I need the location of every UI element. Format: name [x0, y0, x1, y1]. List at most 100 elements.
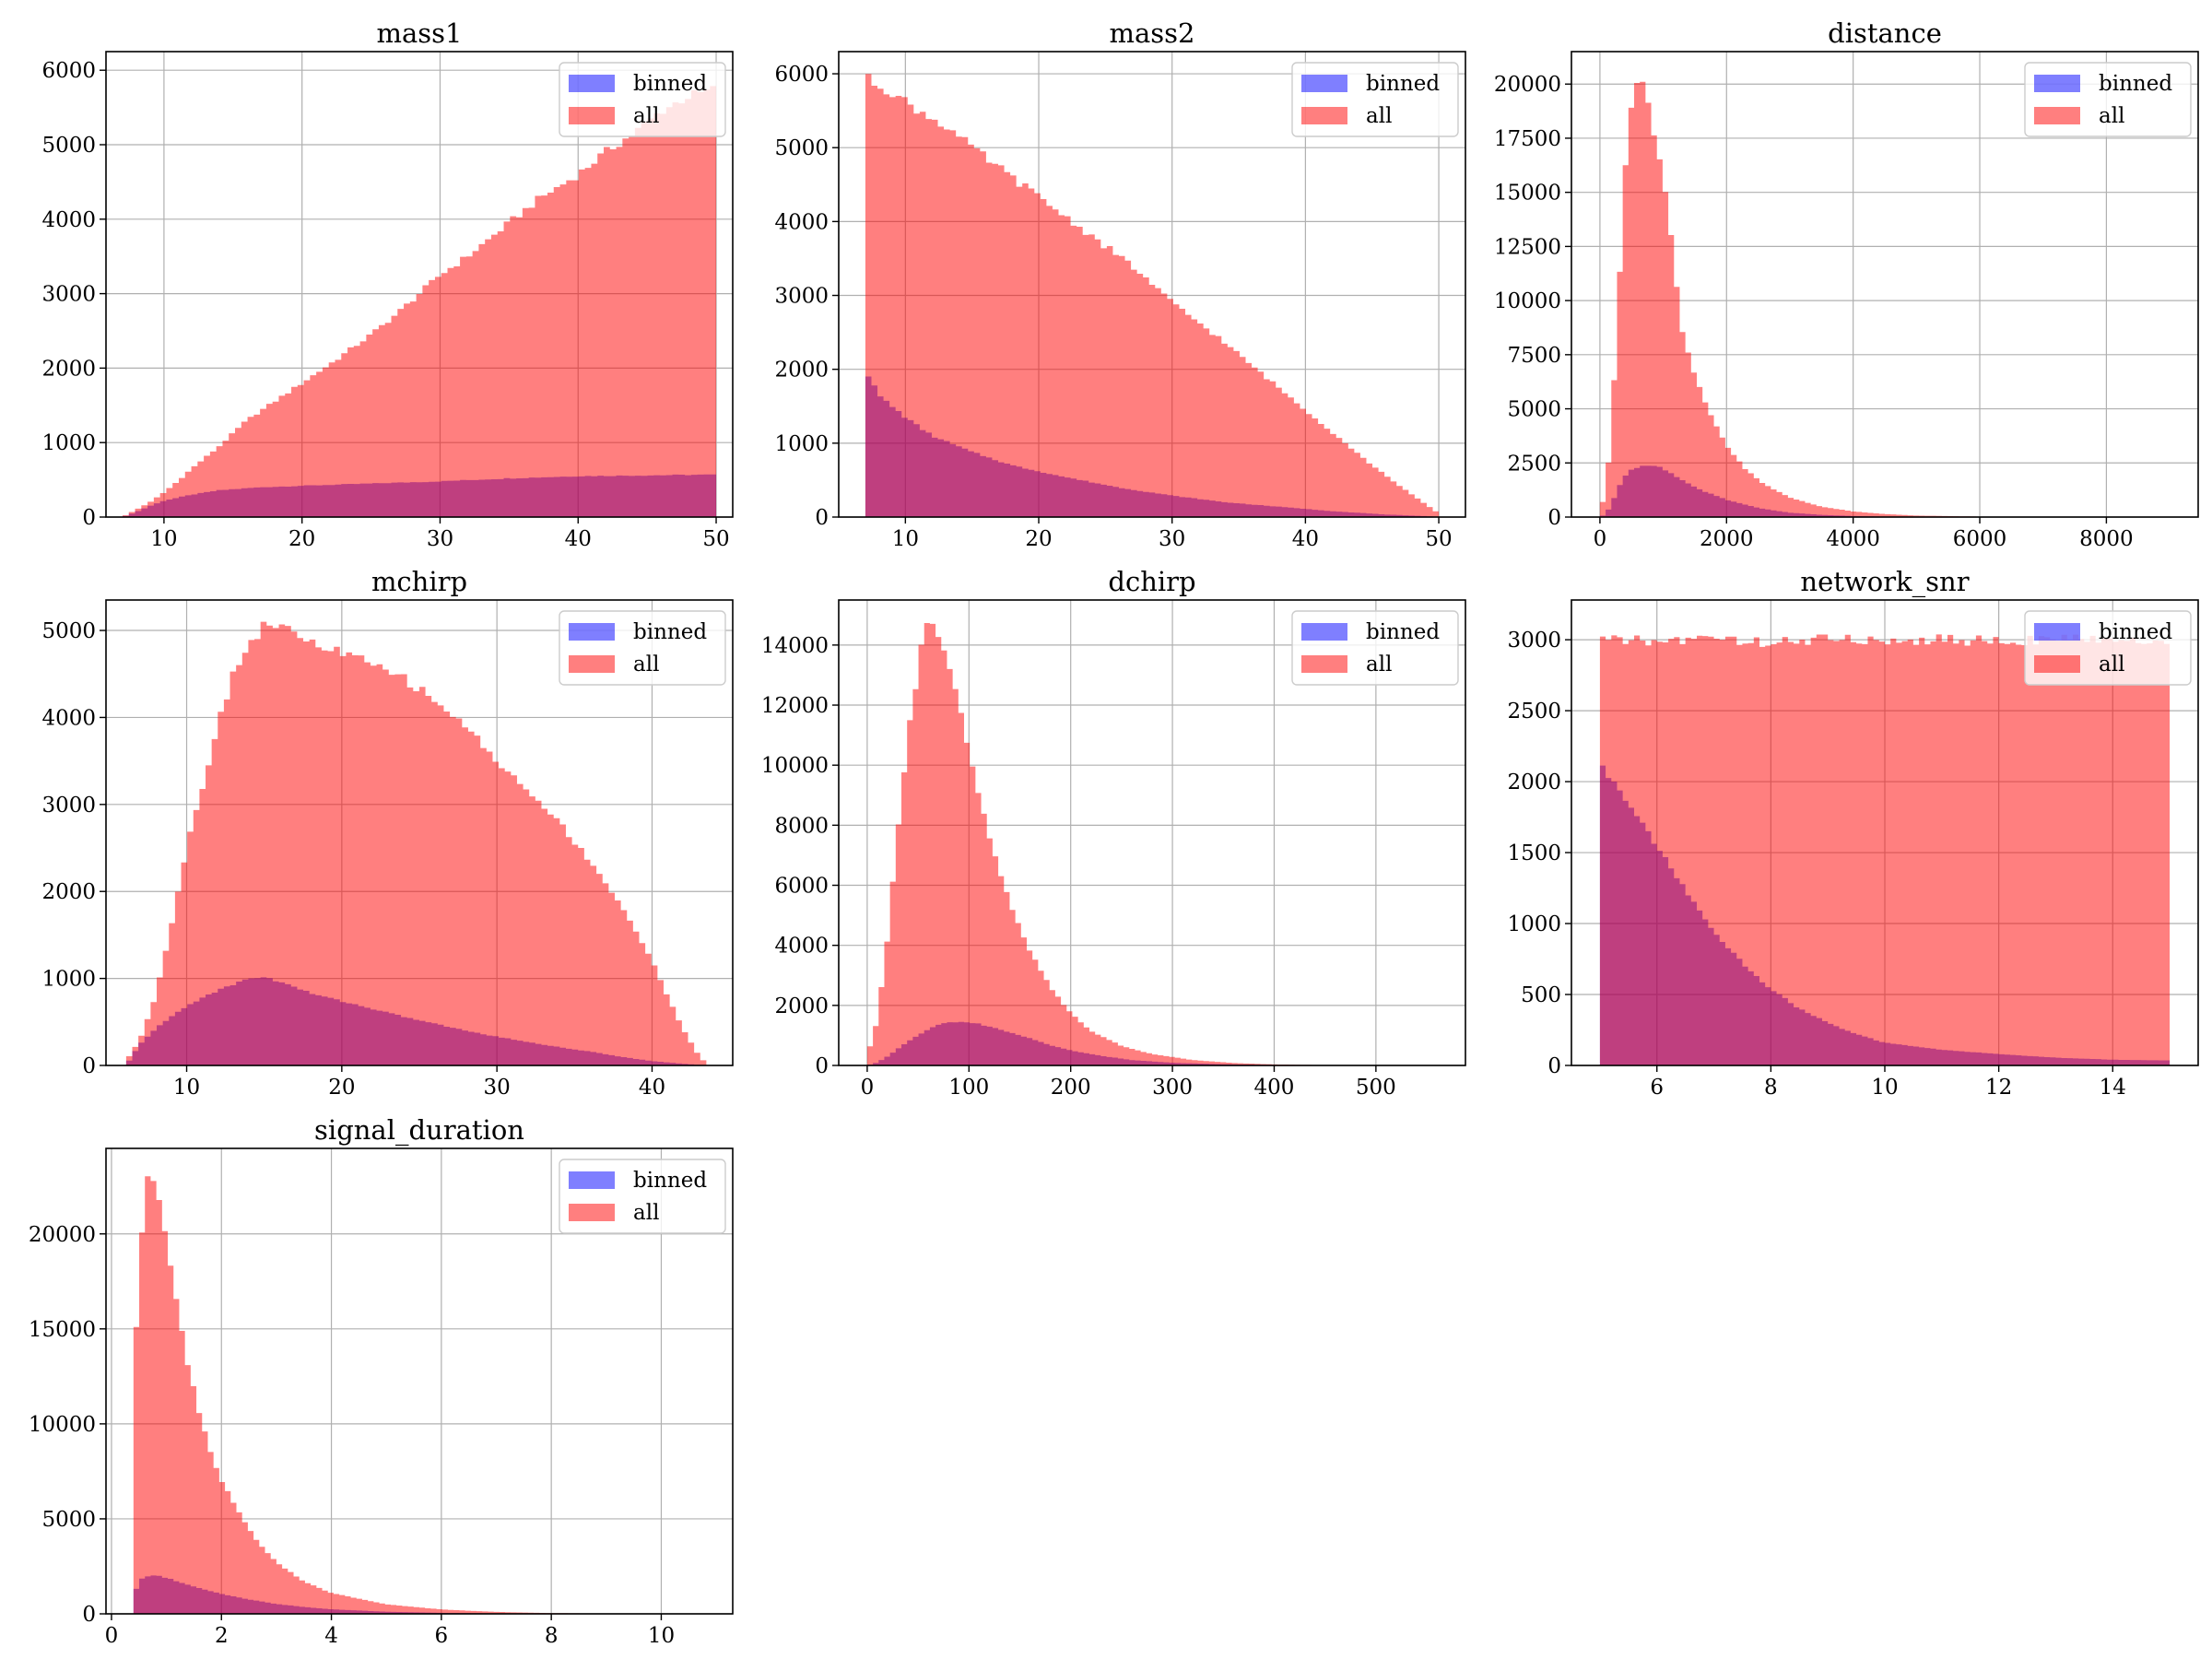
y-tick-label: 5000 — [41, 619, 96, 643]
x-tick-label: 10 — [892, 527, 919, 551]
chart-title: distance — [1828, 18, 1942, 49]
legend: binned all — [2024, 62, 2192, 137]
chart-title: mchirp — [371, 566, 467, 597]
y-tick-label: 4000 — [41, 706, 96, 730]
x-tick-label: 10 — [1871, 1076, 1898, 1100]
axes-frame — [105, 1147, 734, 1615]
y-tick-label: 0 — [815, 506, 829, 530]
y-tick-label: 14000 — [761, 634, 829, 658]
x-tick-label: 14 — [2100, 1076, 2126, 1100]
y-tick-label: 20000 — [1494, 73, 1561, 97]
y-tick-label: 0 — [815, 1054, 829, 1078]
legend-label-all: all — [633, 653, 659, 677]
x-tick-label: 40 — [565, 527, 592, 551]
y-tick-label: 4000 — [774, 210, 829, 234]
axes-frame — [105, 599, 734, 1066]
y-tick-label: 2000 — [774, 994, 829, 1018]
y-tick-label: 1000 — [41, 431, 96, 455]
y-tick-label: 3000 — [41, 794, 96, 818]
y-tick-label: 500 — [1521, 983, 1561, 1007]
x-tick-label: 30 — [427, 527, 453, 551]
axes-frame — [838, 51, 1466, 518]
x-tick-label: 0 — [105, 1624, 119, 1648]
y-tick-label: 5000 — [41, 1508, 96, 1532]
histogram-bars-all — [1599, 81, 2171, 518]
y-tick-label: 2500 — [1507, 452, 1561, 476]
y-tick-label: 2000 — [41, 880, 96, 904]
y-tick-label: 1000 — [1507, 912, 1561, 936]
x-tick-label: 2000 — [1700, 527, 1754, 551]
legend: binned all — [1291, 610, 1459, 686]
x-tick-label: 50 — [702, 527, 729, 551]
y-tick-label: 10000 — [761, 754, 829, 778]
chart-title: mass1 — [376, 18, 462, 49]
y-tick-label: 1000 — [774, 432, 829, 456]
legend-swatch-binned — [2034, 75, 2080, 92]
series-all — [122, 86, 717, 518]
chart-title: network_snr — [1800, 566, 1969, 598]
x-tick-label: 20 — [328, 1076, 355, 1100]
legend-label-binned: binned — [2099, 620, 2172, 644]
histogram-bars-all — [865, 74, 1440, 517]
legend-label-binned: binned — [2099, 72, 2172, 96]
legend-swatch-all — [569, 655, 615, 673]
y-tick-label: 0 — [82, 1603, 96, 1627]
x-tick-label: 20 — [288, 527, 315, 551]
legend-swatch-all — [2034, 107, 2080, 124]
x-tick-label: 8000 — [2079, 527, 2134, 551]
y-tick-label: 5000 — [1507, 398, 1561, 422]
histogram-bars-all — [122, 86, 717, 518]
histogram-bars-all — [866, 623, 1438, 1065]
x-tick-label: 50 — [1425, 527, 1452, 551]
y-tick-label: 5000 — [774, 136, 829, 160]
x-tick-label: 12 — [1985, 1076, 2012, 1100]
chart-panel-network_snr: 6 8 10 12 14 0 500 1000 1500 2000 2500 3000 network_… — [1507, 566, 2199, 1100]
y-tick-label: 8000 — [774, 814, 829, 838]
legend: binned all — [559, 62, 726, 137]
x-tick-label: 10 — [150, 527, 177, 551]
y-tick-label: 6000 — [774, 875, 829, 899]
y-tick-label: 10000 — [1494, 289, 1561, 313]
series-all — [866, 623, 1438, 1065]
y-tick-label: 0 — [1547, 506, 1561, 530]
y-tick-label: 17500 — [1494, 127, 1561, 151]
chart-title: dchirp — [1108, 566, 1195, 597]
x-tick-label: 6 — [1650, 1076, 1664, 1100]
x-tick-label: 4 — [324, 1624, 338, 1648]
chart-panel-mass2: 10 20 30 40 50 0 1000 2000 3000 4000 5000 6000 mass2… — [774, 18, 1466, 551]
chart-title: signal_duration — [314, 1114, 524, 1147]
y-tick-label: 10000 — [29, 1413, 96, 1437]
y-tick-label: 5000 — [41, 134, 96, 158]
x-tick-label: 10 — [648, 1624, 675, 1648]
x-tick-label: 30 — [1159, 527, 1185, 551]
y-tick-label: 6000 — [774, 63, 829, 87]
x-tick-label: 400 — [1254, 1076, 1295, 1100]
x-tick-label: 30 — [484, 1076, 511, 1100]
x-tick-label: 500 — [1356, 1076, 1396, 1100]
legend: binned all — [2024, 610, 2192, 686]
legend-label-all: all — [1366, 104, 1392, 128]
legend: binned all — [1291, 62, 1459, 137]
x-tick-label: 8 — [545, 1624, 559, 1648]
x-tick-label: 6000 — [1953, 527, 2007, 551]
x-tick-label: 0 — [1594, 527, 1607, 551]
legend-label-binned: binned — [633, 1169, 707, 1193]
legend-label-all: all — [2099, 653, 2124, 677]
axes-frame — [1571, 51, 2199, 518]
legend-swatch-binned — [1301, 623, 1347, 641]
legend-label-binned: binned — [1366, 72, 1440, 96]
legend-label-all: all — [633, 1201, 659, 1225]
legend-swatch-binned — [569, 623, 615, 641]
x-tick-label: 200 — [1051, 1076, 1091, 1100]
legend-label-all: all — [633, 104, 659, 128]
y-tick-label: 0 — [1547, 1054, 1561, 1078]
series-all — [1599, 634, 2171, 1065]
y-tick-label: 15000 — [29, 1318, 96, 1342]
legend-swatch-binned — [2034, 623, 2080, 641]
x-tick-label: 20 — [1025, 527, 1052, 551]
chart-panel-distance: 0 2000 4000 6000 8000 0 2500 5000 7500 10000 12500… — [1494, 18, 2199, 551]
histogram-bars-all — [1599, 634, 2171, 1065]
y-tick-label: 1000 — [41, 968, 96, 992]
y-tick-label: 2500 — [1507, 700, 1561, 724]
